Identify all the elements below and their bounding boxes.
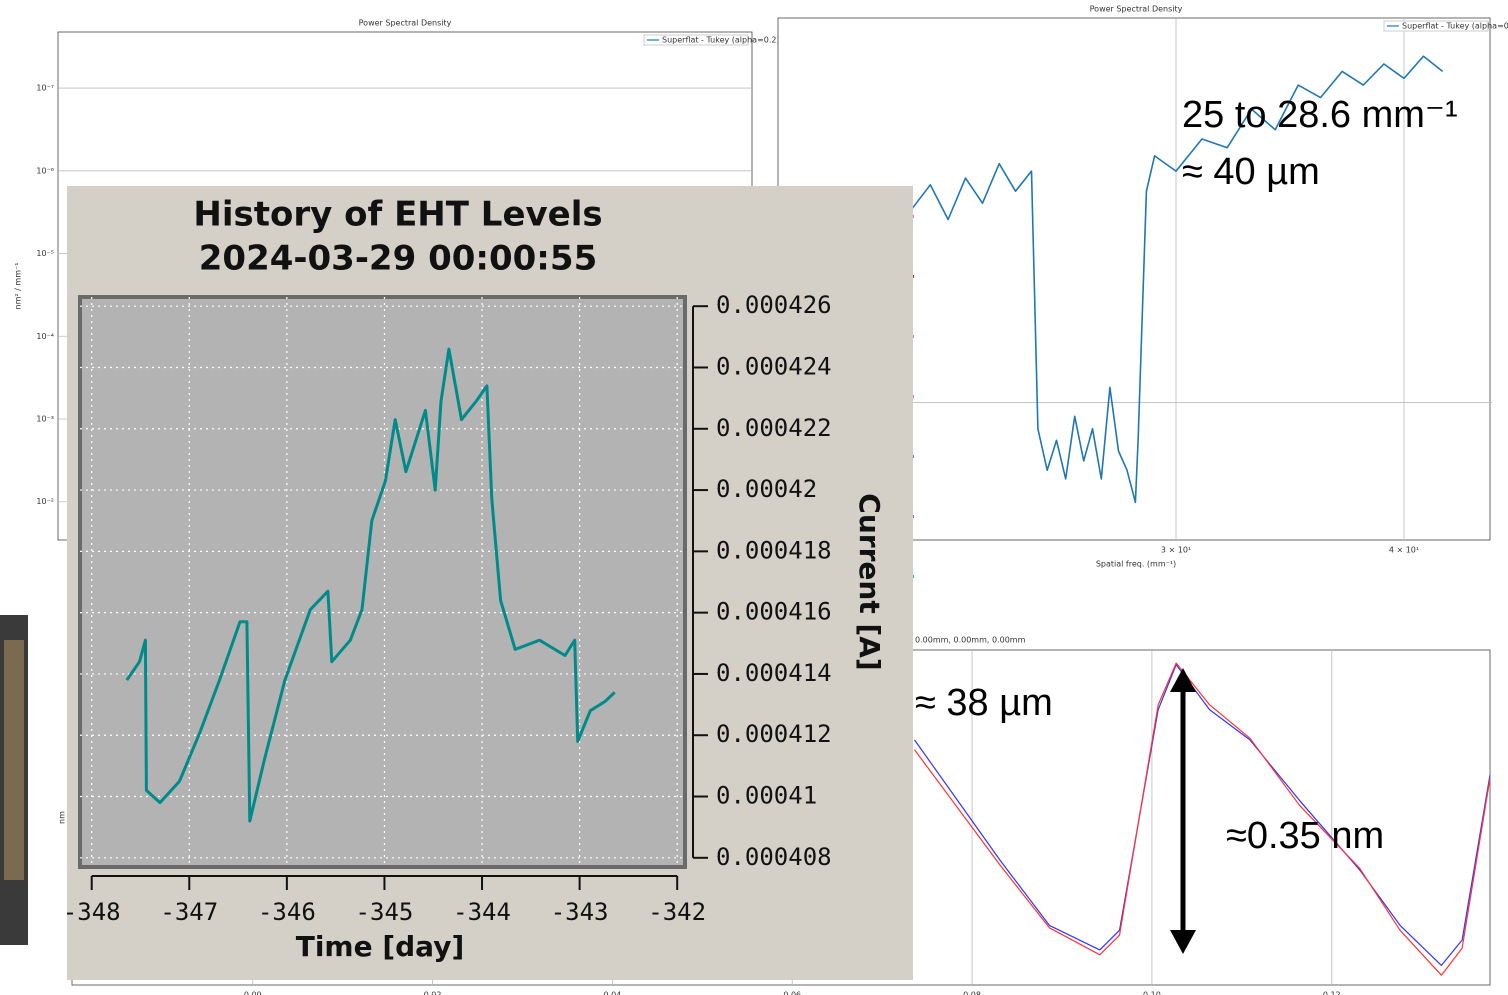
x-tick-label: 0.10	[1143, 991, 1161, 995]
y-tick-label: 10⁻²	[36, 497, 54, 506]
legend-label: Superflat - Tukey (alpha=0.2)	[1402, 22, 1508, 31]
annotation: ≈ 38 µm	[915, 682, 1053, 724]
y-tick-label: 10⁻⁶	[36, 166, 54, 175]
x-tick-label: 3 × 10¹	[1161, 546, 1191, 555]
chart-title: Power Spectral Density	[359, 19, 452, 28]
x-tick-label: 0.04	[603, 991, 621, 995]
x-tick-label: -345	[356, 898, 414, 926]
y-tick-label: 0.00041	[716, 782, 817, 810]
y-tick-label: 0.000416	[716, 598, 832, 626]
x-tick-label: 0.02	[424, 991, 442, 995]
legend-label: Superflat - Tukey (alpha=0.2)	[662, 36, 780, 45]
y-tick-label: 10⁻⁷	[36, 84, 54, 93]
y-tick-label: 10⁻⁵	[36, 249, 54, 258]
legend-box	[643, 34, 749, 46]
y-tick-label: 0.000424	[716, 352, 832, 380]
x-axis-label: Spatial freq. (mm⁻¹)	[1096, 560, 1176, 569]
data-line	[914, 662, 1490, 976]
chart-subtitle: 2024-03-29 00:00:55	[199, 239, 597, 279]
plot-background	[78, 295, 687, 869]
chart-title: History of EHT Levels	[193, 195, 602, 235]
legend-box	[1383, 20, 1489, 32]
x-tick-label: -343	[551, 898, 609, 926]
x-tick-label: 0.12	[1323, 991, 1341, 995]
x-tick-label: -342	[648, 898, 706, 926]
chart-title: Power Spectral Density	[1090, 5, 1183, 14]
x-tick-label: 0.08	[963, 991, 981, 995]
x-tick-label: 4 × 10¹	[1389, 546, 1419, 555]
x-tick-label: -347	[160, 898, 218, 926]
data-line	[914, 664, 1490, 966]
annotation: ≈ 40 µm	[1182, 151, 1320, 193]
y-tick-label: 10⁻⁴	[36, 332, 54, 341]
data-line	[911, 55, 1444, 504]
annotation: ≈0.35 nm	[1226, 815, 1384, 857]
y-axis-label: Current [A]	[853, 493, 886, 670]
x-tick-label: -346	[258, 898, 316, 926]
y-tick-label: 0.00042	[716, 475, 817, 503]
x-tick-label: -348	[63, 898, 121, 926]
y-tick-label: 10⁻³	[36, 415, 54, 424]
x-tick-label: -344	[453, 898, 511, 926]
y-tick-label: 0.000414	[716, 659, 832, 687]
y-axis-label: nm² / mm⁻¹	[14, 263, 23, 310]
chart-title: 0.00mm, 0.00mm, 0.00mm	[915, 636, 1026, 645]
data-line	[125, 347, 616, 823]
photo-detail	[4, 640, 24, 880]
x-tick-label: 0.06	[783, 991, 801, 995]
y-tick-label: 0.000422	[716, 414, 832, 442]
x-tick-label: 0.00	[244, 991, 262, 995]
y-tick-label: 0.000412	[716, 720, 832, 748]
y-tick-label: 0.000426	[716, 291, 832, 319]
y-tick-label: 0.000418	[716, 536, 832, 564]
x-axis-label: Time [day]	[296, 930, 465, 963]
y-axis-label: nm	[58, 811, 67, 824]
y-tick-label: 0.000408	[716, 843, 832, 871]
annotation: 25 to 28.6 mm⁻¹	[1182, 94, 1458, 136]
